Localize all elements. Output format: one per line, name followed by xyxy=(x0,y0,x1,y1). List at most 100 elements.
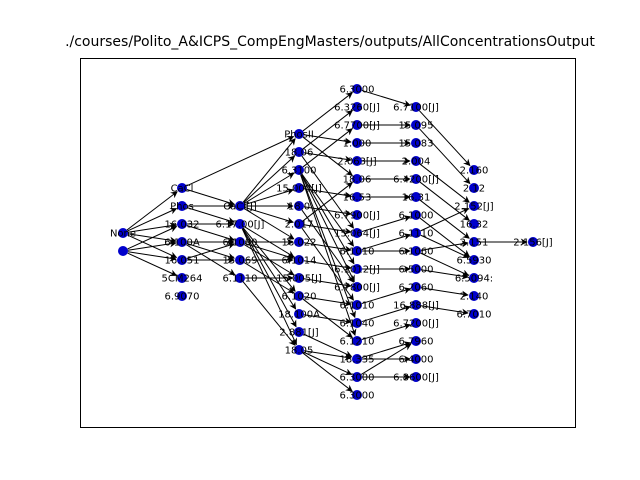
edge-e2-f2 xyxy=(302,110,353,150)
node-label-n0: None xyxy=(110,229,136,240)
edge-f17-g14 xyxy=(361,343,412,375)
node-n0 xyxy=(118,228,128,238)
edge-e6-f6 xyxy=(302,182,353,222)
edge-e2-f5 xyxy=(303,152,352,163)
node-label-f14: 6.1040 xyxy=(340,319,375,330)
node-label-f15: 6.1210 xyxy=(340,337,375,348)
edge-f1-g1 xyxy=(361,89,411,107)
node-label-h3: 2.152[J] xyxy=(454,202,493,213)
node-label-e3: 6.3100 xyxy=(282,166,317,177)
node-e10 xyxy=(294,291,304,301)
node-label-g12: 16.888[J] xyxy=(393,301,439,312)
edge-c3-d3 xyxy=(186,225,235,242)
nodes-layer xyxy=(118,84,538,400)
node-n1 xyxy=(118,246,128,256)
node-label-f4: 1.000 xyxy=(343,139,372,150)
node-label-e8: 6.1014 xyxy=(282,256,317,267)
node-label-c2: Phos xyxy=(170,202,194,213)
edge-g7-h6 xyxy=(419,217,470,257)
node-g14 xyxy=(411,336,421,346)
edge-d5-e13 xyxy=(242,281,296,346)
node-label-g10: 6.5000 xyxy=(399,265,434,276)
node-label-g1: 6.7100[J] xyxy=(393,103,439,114)
node-label-g3: 15.083 xyxy=(399,139,434,150)
node-d1 xyxy=(235,201,245,211)
node-label-e9: 15.005[J] xyxy=(276,274,322,285)
node-c1 xyxy=(177,183,187,193)
node-label-f1: 6.3000 xyxy=(340,85,375,96)
node-label-i1: 2.156[J] xyxy=(513,238,552,249)
node-label-h4: 16.32 xyxy=(460,220,489,231)
node-label-c3: 16.032 xyxy=(165,220,200,231)
edge-g1-h1 xyxy=(419,110,471,167)
node-e3 xyxy=(294,165,304,175)
edge-d1-e2 xyxy=(243,155,296,203)
node-label-g6: 16.31 xyxy=(402,193,431,204)
node-label-c7: 6.9070 xyxy=(165,292,200,303)
node-c4 xyxy=(177,237,187,247)
node-h3 xyxy=(469,201,479,211)
node-label-f9: 15.064[J] xyxy=(334,229,380,240)
labels-layer: None CaCl Phos 16.032 6.100A 16.051 5CM264 6.90… xyxy=(110,85,553,402)
node-c6 xyxy=(177,273,187,283)
node-label-d1: CaCl[J] xyxy=(223,202,257,213)
node-label-f13: 6.1010 xyxy=(340,301,375,312)
figure-title: ./courses/Polito_A&ICPS_CompEngMasters/o… xyxy=(65,34,595,50)
node-label-f5: 2.063[J] xyxy=(337,157,376,168)
node-e4 xyxy=(294,183,304,193)
node-label-f12: 6.7800[J] xyxy=(334,283,380,294)
edge-e8-f11 xyxy=(303,260,352,271)
node-label-g15: 6.4000 xyxy=(399,355,434,366)
node-g1 xyxy=(411,102,421,112)
node-label-g7: 6.1000 xyxy=(399,211,434,222)
node-f16 xyxy=(352,354,362,364)
node-c5 xyxy=(177,255,187,265)
node-f2 xyxy=(352,102,362,112)
node-label-f10: 6.1010 xyxy=(340,247,375,258)
edge-g4-h3 xyxy=(419,163,470,203)
node-label-f18: 6.3000 xyxy=(340,391,375,402)
edge-e1-f4 xyxy=(303,134,352,145)
node-label-c6: 5CM264 xyxy=(161,274,202,285)
node-f8 xyxy=(352,210,362,220)
node-h9 xyxy=(469,309,479,319)
node-label-e5: 18.0 xyxy=(288,202,310,213)
node-label-h5: 2.151 xyxy=(460,238,489,249)
edge-e7-f10 xyxy=(303,242,352,253)
edge-e3-f15 xyxy=(300,174,357,336)
node-e8 xyxy=(294,255,304,265)
edge-f15-g13 xyxy=(361,323,411,341)
node-f17 xyxy=(352,372,362,382)
edge-e9-f12 xyxy=(303,278,352,289)
node-label-g8: 6.1110 xyxy=(399,229,434,240)
edge-f9-g7 xyxy=(361,215,411,233)
edge-d1-e4 xyxy=(244,188,294,206)
edge-g10-h7 xyxy=(420,269,469,280)
node-label-d3: 6.1000 xyxy=(223,238,258,249)
node-label-c4: 6.100A xyxy=(164,238,200,249)
plot-frame xyxy=(80,58,576,428)
node-g9 xyxy=(411,246,421,256)
node-g11 xyxy=(411,282,421,292)
node-label-g16: 6.8600[J] xyxy=(393,373,439,384)
node-label-f2: 6.3260[J] xyxy=(334,103,380,114)
node-label-c1: CaCl xyxy=(171,184,194,195)
edge-g9-h7 xyxy=(420,252,470,276)
edge-f14-g12 xyxy=(361,305,411,323)
node-e2 xyxy=(294,147,304,157)
node-e13 xyxy=(294,345,304,355)
node-f11 xyxy=(352,264,362,274)
edge-n1-c5 xyxy=(127,251,177,262)
node-h7 xyxy=(469,273,479,283)
edge-n1-c4 xyxy=(127,240,177,251)
node-d3 xyxy=(235,237,245,247)
node-g8 xyxy=(411,228,421,238)
edge-f13-g11 xyxy=(361,287,411,305)
edge-f10-g8 xyxy=(361,233,411,251)
edge-g11-h8 xyxy=(420,287,469,298)
node-e1 xyxy=(294,129,304,139)
node-label-e4: 15.000[J] xyxy=(276,184,322,195)
edge-n0-c2 xyxy=(127,207,178,232)
node-label-d2: 6.17.00[J] xyxy=(216,220,265,231)
edge-e13-f17 xyxy=(303,351,353,375)
